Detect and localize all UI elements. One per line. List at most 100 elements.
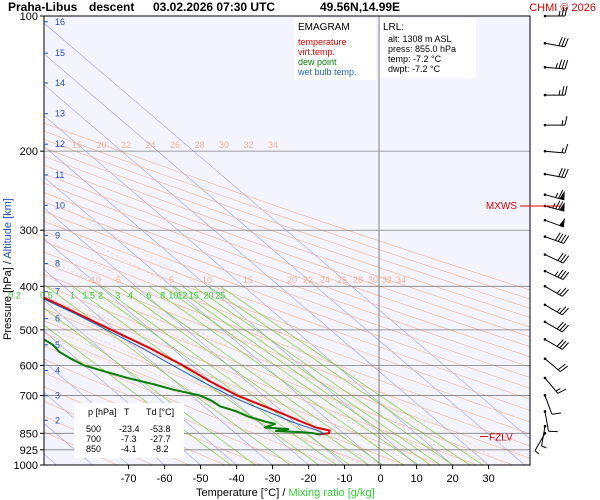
mixing-ratio-label: 6 [146, 290, 151, 300]
wind-barb-origin [543, 65, 547, 69]
legend-temperature: temperature [298, 37, 347, 47]
levels-table-bg [74, 403, 184, 458]
wind-barb-full [557, 269, 564, 278]
moist-adiabat-line [44, 290, 417, 465]
y-axis-label: Pressure [hPa] / Altitude [km] [2, 198, 14, 340]
wind-barb-origin [543, 218, 547, 222]
dry-adiabat-label: 26 [337, 275, 347, 285]
dry-adiabat-label: 15 [243, 275, 253, 285]
lrl-background [380, 18, 476, 78]
legend-virt-temp: virt.temp. [298, 47, 335, 57]
plot-area [44, 16, 530, 465]
dry-adiabat-label: 34 [396, 275, 406, 285]
y-tick-label: 700 [20, 390, 38, 402]
dry-adiabat-line [44, 211, 530, 389]
wind-barb-full [558, 201, 564, 210]
altitude-label: 3 [55, 391, 60, 401]
lrl-alt: alt: 1308 m ASL [388, 34, 452, 44]
wind-barb [543, 357, 568, 373]
x-tick-label: -20 [301, 473, 317, 485]
wind-barb [543, 232, 570, 244]
mixing-ratio-label: 3 [115, 290, 120, 300]
wind-barb-origin [543, 376, 547, 380]
wind-barb-staff [544, 254, 564, 264]
levels-header-t: T [124, 407, 130, 417]
wind-barb-origin [543, 431, 547, 435]
wind-barb [543, 376, 567, 394]
levels-row-0-p: 500 [86, 424, 101, 434]
mixing-ratio-label: 1.5 [82, 290, 95, 300]
wind-barb-origin [543, 41, 547, 45]
adiabat-labels: 15 20 22 24 26 28 30 32 34 -10 -5 5 10 15 20 22 24 26 28 30… [72, 140, 406, 285]
wind-barb-origin [543, 320, 547, 324]
sounding-datetime: 03.02.2026 07:30 UTC [153, 0, 275, 14]
x-tick-label: 0 [378, 473, 384, 485]
dry-adiabat-line [44, 156, 530, 328]
mixing-ratio-label: 0.2 [8, 290, 21, 300]
wind-barb-full [561, 85, 565, 96]
wind-barb-half [534, 450, 540, 455]
levels-row-1-t: -7.3 [121, 434, 137, 444]
wind-barb-origin [543, 149, 547, 153]
lrl-temp: temp: -7.2 °C [388, 54, 442, 64]
wind-barb-full [557, 252, 564, 261]
levels-header-td: Td [°C] [146, 407, 174, 417]
sounding-mode: descent [89, 0, 134, 14]
wind-barb-full [555, 200, 561, 210]
x-tick-label: -70 [121, 473, 137, 485]
wind-barb [543, 144, 569, 154]
altitude-label: 10 [55, 200, 65, 210]
dry-adiabat-line [44, 173, 530, 347]
wind-barb-full [564, 85, 568, 96]
wind-barb-full [561, 168, 566, 178]
dry-adiabat-label: -5 [113, 275, 121, 285]
wind-barb-half [561, 120, 564, 126]
isotherm-line [44, 269, 273, 465]
wind-barb-full [564, 6, 568, 17]
wind-barb-full [560, 270, 567, 279]
dry-adiabat-line [44, 139, 530, 309]
series-dew-point [44, 338, 320, 436]
wind-barb-origin [543, 303, 547, 307]
wind-barb-origin [543, 14, 547, 18]
y-tick-label: 925 [20, 445, 38, 457]
y-tick-label: 850 [20, 428, 38, 440]
dry-adiabat-line [44, 130, 530, 300]
wind-barb-half [558, 90, 561, 96]
wind-pennant [559, 217, 565, 228]
wind-barb-staff [544, 321, 563, 333]
profile-series [44, 296, 331, 436]
moist-adiabat-label: 30 [219, 140, 229, 150]
moist-adiabat-label: 28 [195, 140, 205, 150]
wind-barb [543, 252, 570, 264]
x-tick-label: -10 [337, 473, 353, 485]
levels-row-1-p: 700 [86, 434, 101, 444]
wind-barb [543, 167, 569, 179]
wind-barb-full [556, 339, 564, 347]
mixing-ratio-label: 15 [189, 290, 199, 300]
y-tick-label: 300 [20, 225, 38, 237]
isotherm-line [44, 207, 345, 465]
wind-barb-half [556, 289, 561, 294]
dry-adiabat-label: 28 [353, 275, 363, 285]
legend-wet-bulb: wet bulb temp. [297, 67, 357, 77]
y-tick-label: 400 [20, 281, 38, 293]
wind-barb-staff [534, 433, 546, 451]
wind-barb-half [555, 63, 558, 69]
lrl-press: press: 855.0 hPa [388, 44, 456, 54]
wind-barb-origin [543, 193, 547, 196]
mixing-ratio-label: 1 [70, 290, 75, 300]
wind-barb-full [559, 287, 567, 296]
moist-adiabat-label: 26 [170, 140, 180, 150]
y-tick-label: 1000 [14, 460, 38, 472]
isotherm-line [44, 145, 417, 465]
dry-adiabat-line [44, 192, 530, 368]
lrl-dwpt: dwpt: -7.2 °C [388, 64, 441, 74]
dry-adiabat-label: 32 [382, 275, 392, 285]
dry-adiabat-line [44, 241, 530, 423]
legend: EMAGRAM temperature virt.temp. dew point… [294, 18, 376, 80]
wind-barb [543, 217, 565, 228]
wind-barb-staff [544, 66, 565, 70]
dry-adiabat-line [44, 220, 530, 400]
y-tick-label: 200 [20, 146, 38, 158]
